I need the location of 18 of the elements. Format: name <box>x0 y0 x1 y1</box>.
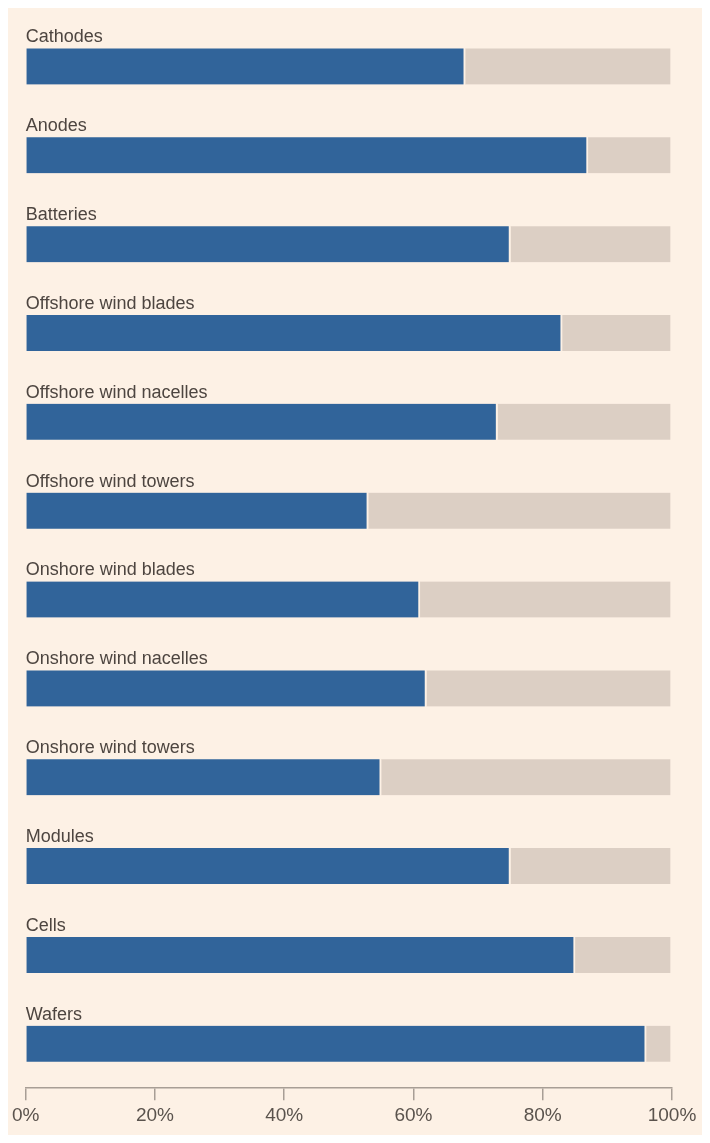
x-tick-label: 20% <box>135 1103 175 1125</box>
x-tick-label: 40% <box>265 1103 304 1125</box>
y-tick-label: Cathodes <box>25 26 103 47</box>
x-tick-label: 0% <box>12 1103 40 1125</box>
y-tick-label: Wafers <box>25 1003 83 1024</box>
y-tick-label: Offshore wind blades <box>25 292 195 313</box>
x-tick-label: 60% <box>394 1103 433 1125</box>
y-tick-label: Batteries <box>25 204 97 225</box>
y-tick-label: Onshore wind towers <box>25 737 195 758</box>
y-tick-label: Offshore wind towers <box>25 470 195 491</box>
y-tick-label: Onshore wind blades <box>25 559 195 580</box>
y-tick-label: Anodes <box>25 115 87 136</box>
y-tick-label: Offshore wind nacelles <box>25 381 208 402</box>
x-tick-label: 80% <box>523 1103 562 1125</box>
y-tick-label: Cells <box>25 914 66 935</box>
y-tick-label: Modules <box>25 826 94 847</box>
x-tick-label: 100% <box>647 1103 697 1125</box>
y-tick-label: Onshore wind nacelles <box>25 648 208 669</box>
